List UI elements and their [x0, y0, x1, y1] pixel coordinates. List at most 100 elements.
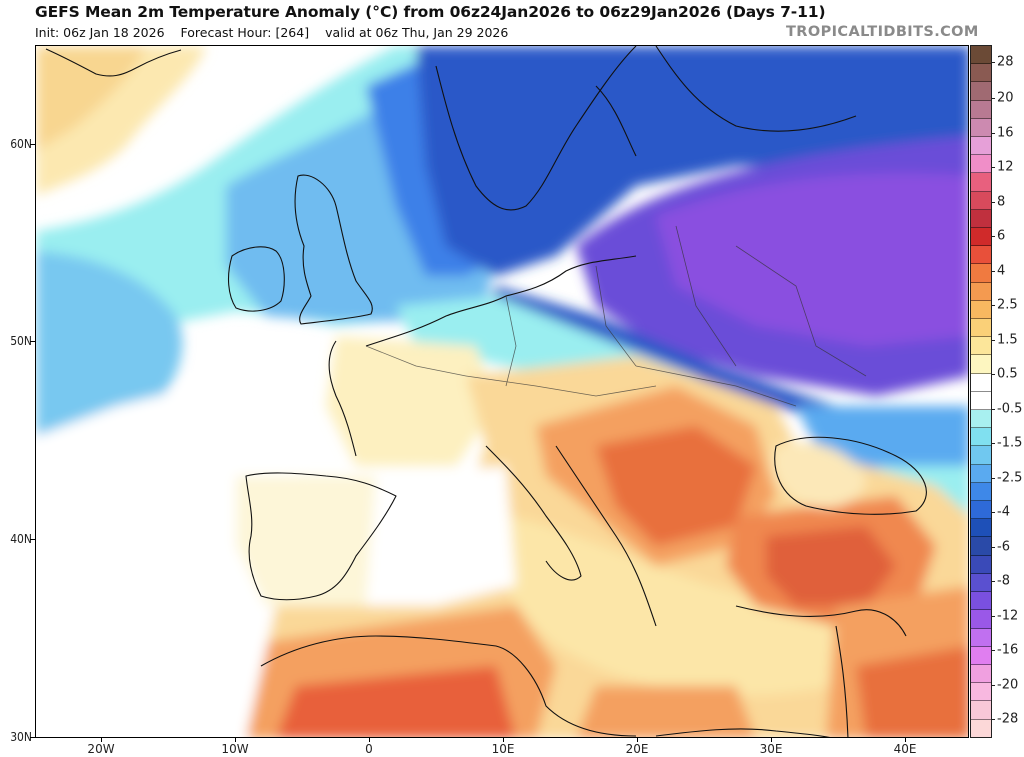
x-label-0: 0 — [365, 742, 373, 756]
y-tick — [30, 341, 35, 342]
colorbar-label: -12 — [997, 608, 1019, 624]
colorbar-tick — [991, 478, 995, 479]
colorbar-tick — [991, 616, 995, 617]
colorbar-tick — [991, 202, 995, 203]
colorbar-segment — [971, 118, 991, 138]
colorbar-label: -4 — [997, 504, 1010, 520]
x-label-10w: 10W — [221, 742, 249, 756]
colorbar-segment — [971, 610, 991, 629]
colorbar-label: 16 — [997, 125, 1014, 141]
x-label-10e: 10E — [491, 742, 515, 756]
colorbar-tick — [991, 512, 995, 513]
colorbar-label: 0.5 — [997, 366, 1018, 382]
colorbar-segment — [971, 482, 991, 502]
colorbar-tick — [991, 547, 995, 548]
colorbar-tick — [991, 685, 995, 686]
colorbar-segment — [971, 319, 991, 338]
colorbar-segment — [971, 701, 991, 720]
colorbar-segment — [971, 137, 991, 156]
colorbar-label: 2.5 — [997, 297, 1018, 313]
y-label-60n: 60N — [10, 137, 32, 151]
x-label-40e: 40E — [893, 742, 917, 756]
colorbar-segment — [971, 410, 991, 429]
colorbar-label: -28 — [997, 711, 1019, 727]
colorbar-segment — [971, 64, 991, 83]
colorbar-segment — [971, 501, 991, 520]
colorbar-tick — [991, 340, 995, 341]
valid-time: valid at 06z Thu, Jan 29 2026 — [325, 25, 509, 40]
colorbar-segment — [971, 300, 991, 320]
colorbar-segment — [971, 191, 991, 210]
y-label-50n: 50N — [10, 334, 32, 348]
colorbar-segment — [971, 228, 991, 247]
x-tick — [905, 738, 906, 742]
colorbar-label: -2.5 — [997, 470, 1023, 486]
colorbar-segment — [971, 628, 991, 647]
colorbar-segment — [971, 664, 991, 684]
colorbar-segment — [971, 246, 991, 265]
colorbar-tick — [991, 133, 995, 134]
colorbar-tick — [991, 719, 995, 720]
colorbar-segment — [971, 646, 991, 665]
x-label-20w: 20W — [87, 742, 115, 756]
colorbar-label: 8 — [997, 194, 1006, 210]
map-fill — [36, 46, 968, 737]
colorbar-tick — [991, 167, 995, 168]
chart-title: GEFS Mean 2m Temperature Anomaly (°C) fr… — [35, 3, 826, 21]
colorbar-tick — [991, 236, 995, 237]
colorbar-segment — [971, 173, 991, 192]
x-tick — [637, 738, 638, 742]
colorbar-label: 6 — [997, 228, 1006, 244]
colorbar-segment — [971, 46, 991, 65]
colorbar-tick — [991, 443, 995, 444]
y-label-40n: 40N — [10, 532, 32, 546]
colorbar-label: -6 — [997, 539, 1010, 555]
colorbar-label: 20 — [997, 90, 1014, 106]
colorbar-label: -0.5 — [997, 401, 1023, 417]
colorbar-segment — [971, 337, 991, 356]
colorbar-label: 28 — [997, 54, 1014, 70]
colorbar-label: -8 — [997, 573, 1010, 589]
chart-subtitle: Init: 06z Jan 18 2026 Forecast Hour: [26… — [35, 25, 520, 40]
colorbar-tick — [991, 374, 995, 375]
colorbar-tick — [991, 98, 995, 99]
colorbar-label: 4 — [997, 263, 1006, 279]
colorbar-label: -20 — [997, 677, 1019, 693]
x-tick — [503, 738, 504, 742]
colorbar-label: -16 — [997, 642, 1019, 658]
colorbar-segment — [971, 209, 991, 229]
colorbar-segment — [971, 355, 991, 374]
x-tick — [771, 738, 772, 742]
colorbar-segment — [971, 373, 991, 392]
colorbar-segment — [971, 282, 991, 301]
colorbar-segment — [971, 592, 991, 611]
x-tick — [101, 738, 102, 742]
y-tick — [30, 737, 35, 738]
colorbar-segment — [971, 555, 991, 574]
brand-watermark: TROPICALTIDBITS.COM — [786, 24, 979, 40]
x-label-20e: 20E — [625, 742, 649, 756]
y-tick — [30, 144, 35, 145]
anomaly-map — [35, 45, 969, 738]
colorbar-segment — [971, 464, 991, 483]
x-label-30e: 30E — [759, 742, 783, 756]
colorbar-segment — [971, 719, 991, 737]
colorbar-segment — [971, 155, 991, 174]
colorbar-label: -1.5 — [997, 435, 1023, 451]
colorbar-segment — [971, 446, 991, 465]
colorbar-label: 1.5 — [997, 332, 1018, 348]
colorbar-segment — [971, 573, 991, 593]
colorbar-segment — [971, 683, 991, 702]
x-tick — [235, 738, 236, 742]
colorbar-label: 12 — [997, 159, 1014, 175]
colorbar — [970, 45, 992, 738]
x-tick — [369, 738, 370, 742]
colorbar-segment — [971, 519, 991, 538]
colorbar-segment — [971, 537, 991, 556]
y-label-30n: 30N — [10, 730, 32, 744]
forecast-hour: Forecast Hour: [264] — [180, 25, 310, 40]
y-tick — [30, 539, 35, 540]
colorbar-tick — [991, 581, 995, 582]
colorbar-segment — [971, 391, 991, 411]
colorbar-segment — [971, 264, 991, 283]
